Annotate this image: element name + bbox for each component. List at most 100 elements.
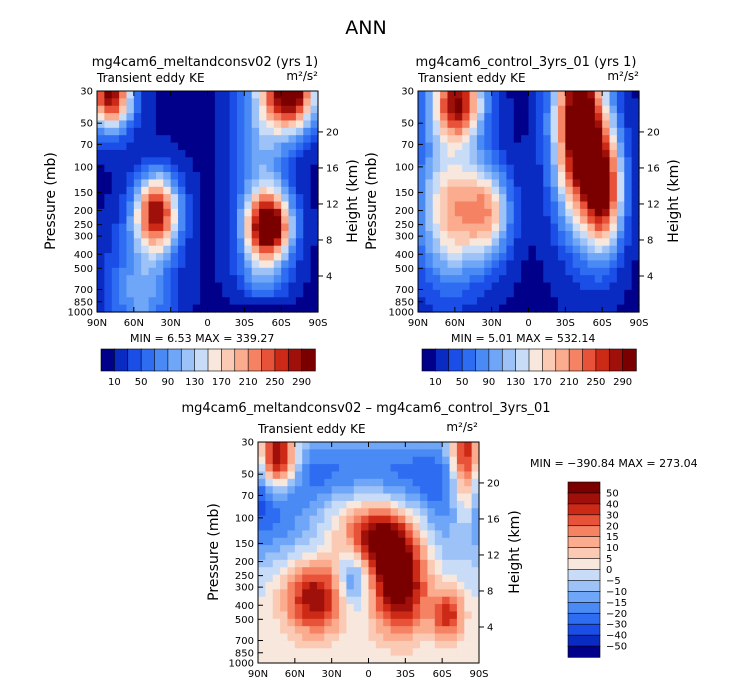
heatmap-cell: [397, 640, 406, 649]
heatmap-cell: [309, 523, 318, 531]
heatmap-cell: [631, 113, 640, 122]
heatmap-cell: [331, 530, 340, 539]
heatmap-cell: [587, 282, 596, 291]
heatmap-cell: [572, 172, 581, 180]
heatmap-cell: [449, 523, 458, 531]
heatmap-cell: [557, 253, 566, 262]
heatmap-cell: [258, 523, 266, 531]
heatmap-cell: [442, 442, 451, 450]
heatmap-cell: [631, 172, 640, 180]
heatmap-cell: [521, 208, 530, 217]
heatmap-cell: [163, 127, 172, 136]
heatmap-cell: [339, 500, 347, 509]
heatmap-cell: [594, 113, 603, 122]
heatmap-cell: [412, 478, 421, 487]
heatmap-cell: [192, 238, 201, 247]
heatmap-cell: [471, 471, 480, 480]
heatmap-cell: [185, 179, 194, 188]
heatmap-cell: [499, 172, 507, 180]
panel-1-minmax: MIN = 6.53 MAX = 339.27: [130, 332, 274, 345]
heatmap-cell: [97, 91, 105, 99]
heatmap-cell: [434, 449, 443, 458]
heatmap-cell: [550, 267, 559, 276]
heatmap-cell: [476, 172, 485, 180]
heatmap-cell: [397, 508, 406, 517]
heatmap-cell: [565, 289, 574, 298]
heatmap-cell: [346, 442, 355, 450]
heatmap-cell: [200, 194, 209, 203]
heatmap-cell: [281, 91, 290, 99]
heatmap-cell: [624, 186, 633, 195]
heatmap-cell: [420, 537, 429, 546]
heatmap-cell: [624, 105, 633, 114]
heatmap-cell: [432, 194, 441, 203]
heatmap-cell: [624, 216, 633, 225]
heatmap-cell: [427, 626, 436, 635]
heatmap-cell: [303, 120, 312, 129]
heatmap-cell: [594, 304, 603, 313]
heatmap-cell: [207, 127, 216, 136]
heatmap-cell: [565, 186, 574, 195]
heatmap-cell: [397, 618, 406, 627]
heatmap-cell: [155, 91, 164, 99]
heatmap-cell: [229, 304, 238, 313]
heatmap-cell: [390, 567, 399, 576]
heatmap-cell: [148, 164, 157, 173]
heatmap-cell: [273, 98, 282, 107]
heatmap-cell: [222, 267, 231, 276]
heatmap-cell: [133, 194, 142, 203]
heatmap-cell: [420, 545, 429, 554]
heatmap-cell: [390, 478, 399, 487]
heatmap-cell: [229, 297, 238, 306]
heatmap-cell: [316, 478, 325, 487]
heatmap-cell: [440, 179, 449, 188]
heatmap-cell: [185, 245, 194, 254]
heatmap-cell: [447, 105, 456, 114]
heatmap-cell: [469, 201, 478, 210]
heatmap-cell: [244, 113, 253, 122]
heatmap-cell: [302, 611, 311, 620]
heatmap-cell: [141, 304, 150, 313]
heatmap-cell: [434, 523, 443, 531]
heatmap-cell: [484, 164, 493, 173]
heatmap-cell: [484, 238, 493, 247]
heatmap-cell: [185, 238, 194, 247]
heatmap-cell: [214, 179, 223, 188]
heatmap-cell: [331, 464, 340, 473]
heatmap-cell: [251, 297, 260, 306]
heatmap-cell: [432, 201, 441, 210]
heatmap-cell: [170, 208, 179, 217]
heatmap-cell: [462, 105, 471, 114]
heatmap-cell: [178, 223, 186, 232]
heatmap-cell: [491, 282, 500, 291]
heatmap-cell: [324, 611, 333, 620]
heatmap-cell: [200, 179, 209, 188]
heatmap-cell: [316, 464, 325, 473]
y-tick-label: 700: [395, 285, 414, 296]
heatmap-cell: [405, 618, 414, 627]
heatmap-cell: [214, 297, 223, 306]
heatmap-cell: [303, 230, 312, 239]
heatmap-cell: [521, 194, 530, 203]
heatmap-cell: [258, 655, 266, 664]
heatmap-cell: [587, 260, 596, 269]
heatmap-cell: [258, 545, 266, 554]
heatmap-cell: [447, 275, 456, 284]
heatmap-cell: [602, 245, 611, 254]
heatmap-cell: [259, 275, 268, 284]
heatmap-cell: [557, 297, 566, 306]
heatmap-cell: [259, 105, 268, 114]
heatmap-cell: [258, 581, 266, 590]
colorbar-label: −40: [606, 631, 627, 642]
heatmap-cell: [303, 157, 312, 166]
colorbar-swatch: [221, 348, 236, 372]
heatmap-cell: [178, 172, 186, 180]
heatmap-cell: [420, 493, 429, 502]
heatmap-cell: [259, 223, 268, 232]
heatmap-cell: [339, 559, 347, 568]
heatmap-cell: [229, 120, 238, 129]
heatmap-cell: [616, 253, 625, 262]
heatmap-cell: [397, 449, 406, 458]
heatmap-cell: [543, 267, 552, 276]
heatmap-cell: [432, 260, 441, 269]
